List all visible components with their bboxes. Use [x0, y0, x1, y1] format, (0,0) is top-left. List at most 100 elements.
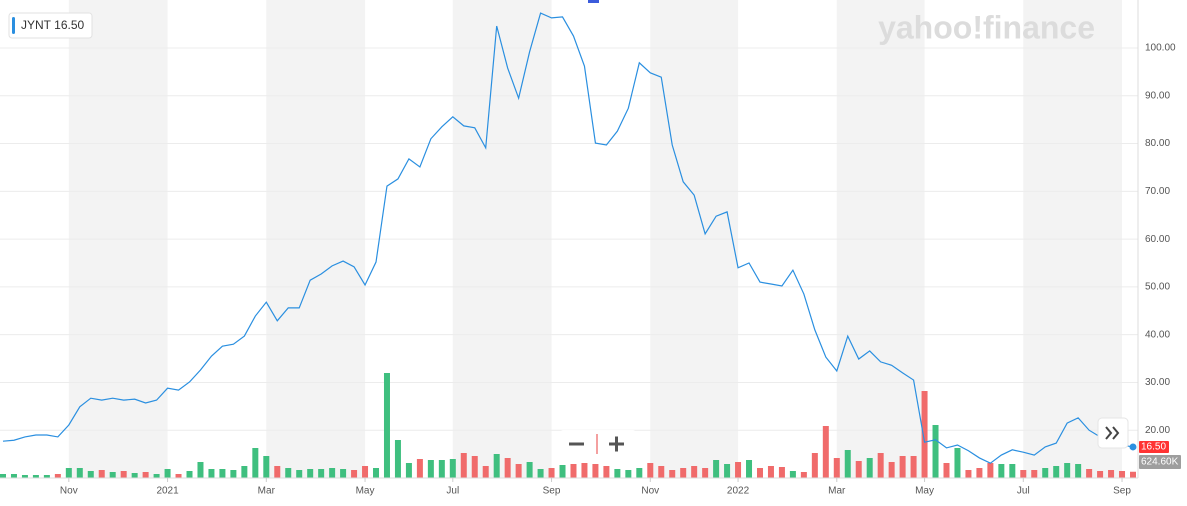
volume-bar	[844, 450, 851, 478]
watermark: yahoo!finance	[878, 9, 1095, 45]
y-tick-label: 100.00	[1145, 43, 1176, 54]
volume-bar	[274, 466, 281, 478]
volume-bar	[877, 453, 884, 478]
volume-bar	[1119, 471, 1126, 478]
volume-bars	[0, 373, 1136, 478]
volume-bar	[98, 470, 105, 478]
zoom-in[interactable]	[609, 436, 624, 452]
price	[2, 12, 1134, 464]
volume-bar	[460, 453, 467, 478]
volume-bar	[351, 470, 358, 478]
volume-bar	[296, 470, 303, 478]
volume-bar	[109, 472, 116, 478]
x-tick-label: May	[356, 486, 375, 497]
y-tick-label: 60.00	[1145, 234, 1170, 245]
volume-bar	[21, 475, 28, 478]
volume-bar	[526, 462, 533, 478]
volume-bar	[1031, 470, 1038, 478]
volume-bar	[285, 468, 292, 478]
chevron	[1112, 426, 1120, 440]
volume-bar	[427, 460, 434, 478]
legend[interactable]: JYNT 16.50	[8, 12, 93, 39]
price-line	[2, 12, 1134, 464]
x-tick-label: Mar	[258, 486, 276, 497]
volume-bar	[449, 459, 456, 478]
volume-bar	[800, 472, 807, 478]
volume-bar	[263, 456, 270, 478]
x-tick-label: Sep	[543, 486, 561, 497]
volume-bar	[197, 462, 204, 478]
volume-bar	[570, 464, 577, 478]
volume-bar	[208, 469, 215, 478]
volume-bar	[910, 456, 917, 478]
volume-bar	[581, 463, 588, 478]
volume-bar	[0, 474, 6, 478]
volume-bar	[1042, 468, 1049, 478]
volume-bar	[1064, 463, 1071, 478]
volume-bar	[669, 470, 676, 478]
y-tick-label: 20.00	[1145, 425, 1170, 436]
volume-bar	[559, 465, 566, 478]
y-tick-label: 80.00	[1145, 138, 1170, 149]
volume-bar	[252, 448, 259, 478]
volume-bar	[482, 466, 489, 478]
volume-bar	[767, 466, 774, 478]
zoom-controls	[561, 430, 635, 458]
y-tick-label: 70.00	[1145, 186, 1170, 197]
volume-bar	[789, 471, 796, 478]
volume-bar	[614, 469, 621, 478]
volume-bar	[471, 456, 478, 478]
legend-swatch	[12, 17, 15, 34]
volume-bar	[318, 469, 325, 478]
y-tick-label: 50.00	[1145, 282, 1170, 293]
volume-bar	[713, 460, 720, 478]
volume-bar	[976, 468, 983, 478]
volume-bar	[362, 466, 369, 478]
volume-bar	[943, 463, 950, 478]
volume-bar	[625, 470, 632, 478]
volume-bar	[1009, 464, 1016, 478]
volume-bar	[1075, 464, 1082, 478]
x-tick-label: May	[915, 486, 934, 497]
volume-bar	[833, 458, 840, 478]
x-tick-label: Sep	[1113, 486, 1131, 497]
volume-bar	[153, 474, 160, 478]
y-tick-label: 40.00	[1145, 329, 1170, 340]
volume-bar	[515, 464, 522, 478]
last-values: 16.50 624.60K	[1129, 440, 1181, 469]
volume-bar	[636, 468, 643, 478]
volume-bar	[954, 448, 961, 478]
top-marker	[588, 0, 599, 3]
volume-bar	[756, 468, 763, 478]
volume-bar	[416, 459, 423, 478]
volume-bar	[54, 474, 61, 478]
volume-bar	[186, 471, 193, 478]
volume-bar	[998, 464, 1005, 478]
volume-bar	[493, 454, 500, 478]
volume-bar	[822, 426, 829, 478]
volume-bar	[241, 466, 248, 478]
volume-bar	[230, 470, 237, 478]
last-volume-box	[1139, 454, 1181, 469]
volume-bar	[778, 467, 785, 478]
volume-bar	[504, 458, 511, 478]
volume-bar	[811, 453, 818, 478]
volume-bar	[899, 456, 906, 478]
volume-bar	[175, 474, 182, 478]
chevron	[1105, 426, 1113, 440]
x-tick-label: 2022	[727, 486, 750, 497]
volume-bar	[1108, 470, 1115, 478]
volume-bar	[438, 460, 445, 478]
y-ticks: 20.00 30.00 40.00 50.00 60.00 70.00 80.00 90.00…	[1145, 43, 1176, 436]
last-price-box	[1139, 440, 1169, 453]
volume-bar	[1053, 466, 1060, 478]
volume-bar	[164, 469, 171, 478]
x-tick-label: Nov	[641, 486, 659, 497]
volume-bar	[43, 475, 50, 478]
legend-value: 16.50	[54, 18, 84, 32]
volume-bar	[680, 468, 687, 478]
volume-bar	[965, 470, 972, 478]
scroll-right-button[interactable]	[1097, 417, 1129, 449]
volume-bar	[1130, 471, 1136, 478]
